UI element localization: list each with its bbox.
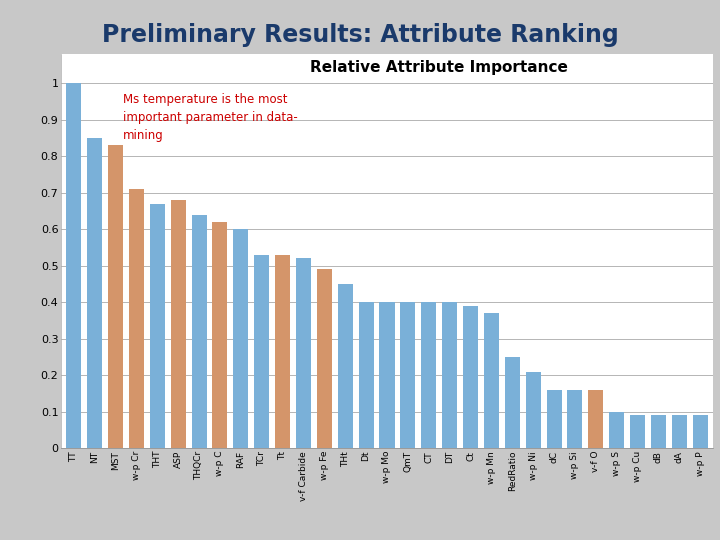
- Bar: [442, 302, 457, 448]
- Bar: [150, 204, 165, 448]
- Bar: [192, 214, 207, 448]
- Bar: [66, 83, 81, 448]
- Bar: [505, 357, 520, 448]
- Bar: [546, 390, 562, 448]
- Bar: [672, 415, 687, 448]
- Bar: [693, 415, 708, 448]
- Bar: [567, 390, 582, 448]
- Bar: [108, 145, 123, 448]
- Text: Preliminary Results: Attribute Ranking: Preliminary Results: Attribute Ranking: [102, 23, 618, 47]
- Text: Relative Attribute Importance: Relative Attribute Importance: [310, 60, 568, 75]
- Bar: [233, 229, 248, 448]
- Bar: [317, 269, 332, 448]
- Bar: [400, 302, 415, 448]
- Bar: [296, 259, 311, 448]
- Bar: [651, 415, 666, 448]
- Bar: [338, 284, 353, 448]
- Bar: [484, 313, 499, 448]
- Bar: [87, 138, 102, 448]
- Bar: [275, 255, 290, 448]
- Bar: [359, 302, 374, 448]
- Bar: [630, 415, 645, 448]
- Bar: [421, 302, 436, 448]
- Bar: [254, 255, 269, 448]
- Bar: [212, 222, 228, 448]
- Bar: [171, 200, 186, 448]
- Text: Ms temperature is the most
important parameter in data-
mining: Ms temperature is the most important par…: [123, 93, 298, 143]
- Bar: [526, 372, 541, 448]
- Bar: [463, 306, 478, 448]
- Bar: [129, 189, 144, 448]
- Bar: [588, 390, 603, 448]
- Bar: [379, 302, 395, 448]
- Bar: [609, 411, 624, 448]
